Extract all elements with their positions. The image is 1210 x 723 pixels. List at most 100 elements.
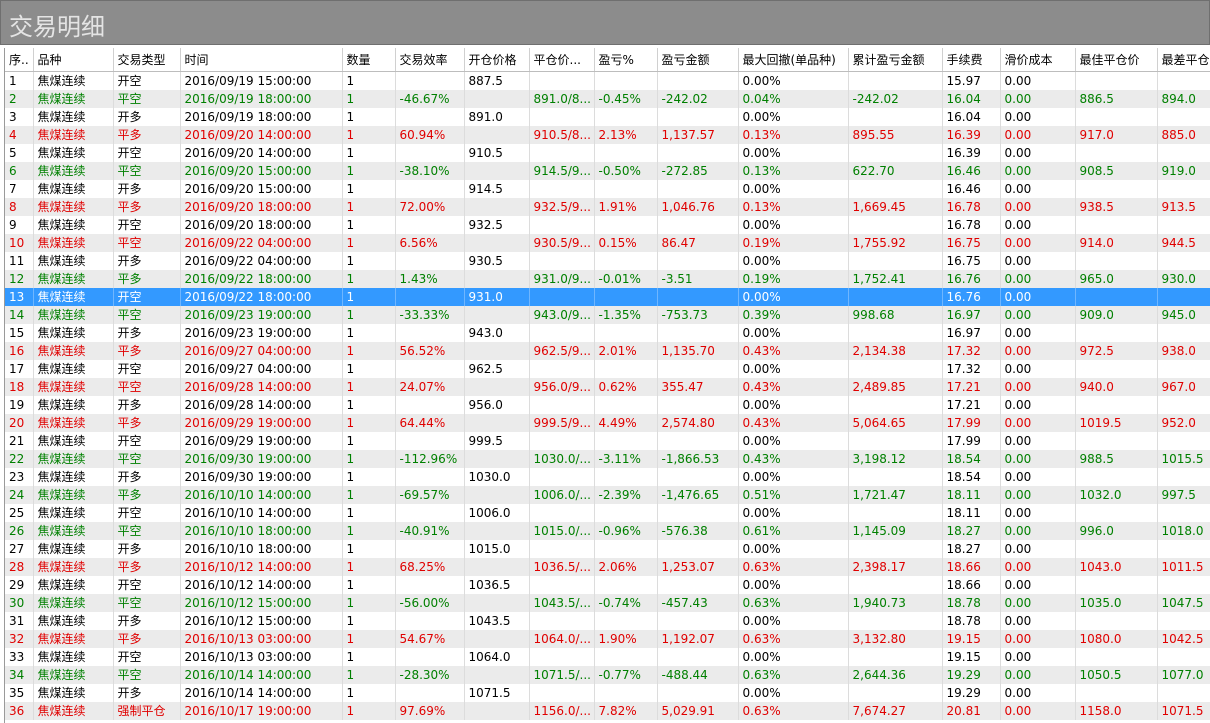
table-row[interactable]: 33 焦煤连续 开空 2016/10/13 03:00:00 1 1064.0 0.00% 1… — [5, 648, 1210, 666]
table-row[interactable]: 20 焦煤连续 平多 2016/09/29 19:00:00 1 64.44% 999.5/… — [5, 414, 1210, 432]
table-row[interactable]: 17 焦煤连续 开空 2016/09/27 04:00:00 1 962.5 0.00% 17… — [5, 360, 1210, 378]
table-cell: 1 — [342, 396, 396, 414]
column-header[interactable]: 最差平仓 — [1157, 48, 1210, 72]
table-row[interactable]: 15 焦煤连续 开多 2016/09/23 19:00:00 1 943.0 0.00% 16… — [5, 324, 1210, 342]
table-cell: 0.00 — [1000, 180, 1076, 198]
column-header[interactable]: 最佳平仓价 — [1075, 48, 1158, 72]
table-row[interactable]: 8 焦煤连续 平多 2016/09/20 18:00:00 1 72.00% 932.5/9… — [5, 198, 1210, 216]
table-cell: 943.0/9... — [529, 306, 595, 324]
column-header[interactable]: 序.. — [5, 48, 34, 72]
table-cell: 平多 — [113, 558, 181, 576]
table-cell: 20 — [5, 414, 34, 432]
table-cell: 1,940.73 — [848, 594, 943, 612]
table-cell: 909.0 — [1075, 306, 1158, 324]
empty-cell — [594, 540, 658, 558]
column-header[interactable]: 最大回撤(单品种) — [738, 48, 849, 72]
table-cell: 999.5 — [464, 432, 530, 450]
table-row[interactable]: 22 焦煤连续 平空 2016/09/30 19:00:00 1 -112.96% 1030… — [5, 450, 1210, 468]
table-cell: 2016/09/28 14:00:00 — [180, 378, 343, 396]
table-row[interactable]: 2 焦煤连续 平空 2016/09/19 18:00:00 1 -46.67% 891.0/… — [5, 90, 1210, 108]
column-header[interactable]: 盈亏% — [594, 48, 658, 72]
table-cell: 0.63% — [738, 666, 849, 684]
table-cell: 931.0/9... — [529, 270, 595, 288]
column-header[interactable]: 交易效率 — [395, 48, 465, 72]
table-cell: 16.46 — [942, 162, 1001, 180]
column-header[interactable]: 累计盈亏金额 — [848, 48, 943, 72]
table-row[interactable]: 12 焦煤连续 平多 2016/09/22 18:00:00 1 1.43% 931.0/9… — [5, 270, 1210, 288]
table-row[interactable]: 27 焦煤连续 开多 2016/10/10 18:00:00 1 1015.0 0.00% 1… — [5, 540, 1210, 558]
empty-cell — [594, 432, 658, 450]
empty-cell — [529, 432, 595, 450]
table-cell: 开多 — [113, 108, 181, 126]
table-cell: 21 — [5, 432, 34, 450]
empty-cell — [1075, 504, 1158, 522]
table-row[interactable]: 32 焦煤连续 平多 2016/10/13 03:00:00 1 54.67% 1064.0… — [5, 630, 1210, 648]
table-row[interactable]: 18 焦煤连续 平空 2016/09/28 14:00:00 1 24.07% 956.0/… — [5, 378, 1210, 396]
table-cell: 焦煤连续 — [33, 504, 114, 522]
table-row[interactable]: 13 焦煤连续 开空 2016/09/22 18:00:00 1 931.0 0.00% 16… — [5, 288, 1210, 306]
table-cell: 2016/09/19 18:00:00 — [180, 90, 343, 108]
table-cell: 1035.0 — [1075, 594, 1158, 612]
table-row[interactable]: 1 焦煤连续 开空 2016/09/19 15:00:00 1 887.5 0.00% 15.… — [5, 71, 1210, 90]
table-row[interactable]: 7 焦煤连续 开多 2016/09/20 15:00:00 1 914.5 0.00% 16.… — [5, 180, 1210, 198]
table-row[interactable]: 28 焦煤连续 平多 2016/10/12 14:00:00 1 68.25% 1036.5… — [5, 558, 1210, 576]
table-cell: 1 — [342, 342, 396, 360]
table-row[interactable]: 14 焦煤连续 平空 2016/09/23 19:00:00 1 -33.33% 943.0… — [5, 306, 1210, 324]
column-header[interactable]: 滑价成本 — [1000, 48, 1076, 72]
table-row[interactable]: 19 焦煤连续 开多 2016/09/28 14:00:00 1 956.0 0.00% 17… — [5, 396, 1210, 414]
empty-cell — [395, 504, 465, 522]
table-row[interactable]: 3 焦煤连续 开多 2016/09/19 18:00:00 1 891.0 0.00% 16.… — [5, 108, 1210, 126]
column-header[interactable]: 品种 — [33, 48, 114, 72]
table-row[interactable]: 31 焦煤连续 开多 2016/10/12 15:00:00 1 1043.5 0.00% 1… — [5, 612, 1210, 630]
table-row[interactable]: 26 焦煤连续 平空 2016/10/10 18:00:00 1 -40.91% 1015.… — [5, 522, 1210, 540]
empty-cell — [594, 648, 658, 666]
column-header[interactable]: 开仓价格 — [464, 48, 530, 72]
table-row[interactable]: 24 焦煤连续 平多 2016/10/10 14:00:00 1 -69.57% 1006.… — [5, 486, 1210, 504]
empty-cell — [848, 288, 943, 306]
table-cell: 940.0 — [1075, 378, 1158, 396]
table-row[interactable]: 5 焦煤连续 开空 2016/09/20 14:00:00 1 910.5 0.00% 16.… — [5, 144, 1210, 162]
table-cell: 0.00% — [738, 108, 849, 126]
table-cell: 焦煤连续 — [33, 288, 114, 306]
table-cell: -1.35% — [594, 306, 658, 324]
table-cell: 5 — [5, 144, 34, 162]
column-header[interactable]: 数量 — [342, 48, 396, 72]
table-row[interactable]: 4 焦煤连续 平多 2016/09/20 14:00:00 1 60.94% 910.5/8… — [5, 126, 1210, 144]
table-row[interactable]: 23 焦煤连续 开多 2016/09/30 19:00:00 1 1030.0 0.00% 1… — [5, 468, 1210, 486]
column-header[interactable]: 盈亏金额 — [657, 48, 739, 72]
table-row[interactable]: 34 焦煤连续 平空 2016/10/14 14:00:00 1 -28.30% 1071.… — [5, 666, 1210, 684]
table-row[interactable]: 35 焦煤连续 开多 2016/10/14 14:00:00 1 1071.5 0.00% 1… — [5, 684, 1210, 702]
table-cell: 18.11 — [942, 486, 1001, 504]
empty-cell — [657, 252, 739, 270]
table-row[interactable]: 25 焦煤连续 开空 2016/10/10 14:00:00 1 1006.0 0.00% 1… — [5, 504, 1210, 522]
empty-cell — [848, 648, 943, 666]
column-header[interactable]: 手续费 — [942, 48, 1001, 72]
title: 交易明细 — [9, 13, 105, 41]
table-row[interactable]: 30 焦煤连续 平空 2016/10/12 15:00:00 1 -56.00% 1043.… — [5, 594, 1210, 612]
column-header[interactable]: 平仓价... — [529, 48, 595, 72]
table-row[interactable]: 36 焦煤连续 强制平仓 2016/10/17 19:00:00 1 97.69% 1156… — [5, 702, 1210, 720]
table-row[interactable]: 29 焦煤连续 开空 2016/10/12 14:00:00 1 1036.5 0.00% 1… — [5, 576, 1210, 594]
table-cell: 1036.5 — [464, 576, 530, 594]
table-cell: 1 — [342, 594, 396, 612]
empty-cell — [464, 126, 530, 144]
column-header[interactable]: 时间 — [180, 48, 343, 72]
table-cell: 962.5 — [464, 360, 530, 378]
table-cell: 2016/10/10 14:00:00 — [180, 504, 343, 522]
table-cell: 12 — [5, 270, 34, 288]
table-cell: 开空 — [113, 504, 181, 522]
table-cell: -112.96% — [395, 450, 465, 468]
table-cell: 1.43% — [395, 270, 465, 288]
table-row[interactable]: 9 焦煤连续 开空 2016/09/20 18:00:00 1 932.5 0.00% 16.… — [5, 216, 1210, 234]
table-cell: 2016/10/12 15:00:00 — [180, 612, 343, 630]
table-cell: 0.39% — [738, 306, 849, 324]
table-cell: 1080.0 — [1075, 630, 1158, 648]
table-row[interactable]: 11 焦煤连续 开多 2016/09/22 04:00:00 1 930.5 0.00% 16… — [5, 252, 1210, 270]
table-row[interactable]: 16 焦煤连续 平多 2016/09/27 04:00:00 1 56.52% 962.5/… — [5, 342, 1210, 360]
table-row[interactable]: 10 焦煤连续 平空 2016/09/22 04:00:00 1 6.56% 930.5/9… — [5, 234, 1210, 252]
table-row[interactable]: 21 焦煤连续 开空 2016/09/29 19:00:00 1 999.5 0.00% 17… — [5, 432, 1210, 450]
table-cell: 56.52% — [395, 342, 465, 360]
table-cell: 焦煤连续 — [33, 468, 114, 486]
table-row[interactable]: 6 焦煤连续 平空 2016/09/20 15:00:00 1 -38.10% 914.5/… — [5, 162, 1210, 180]
column-header[interactable]: 交易类型 — [113, 48, 181, 72]
